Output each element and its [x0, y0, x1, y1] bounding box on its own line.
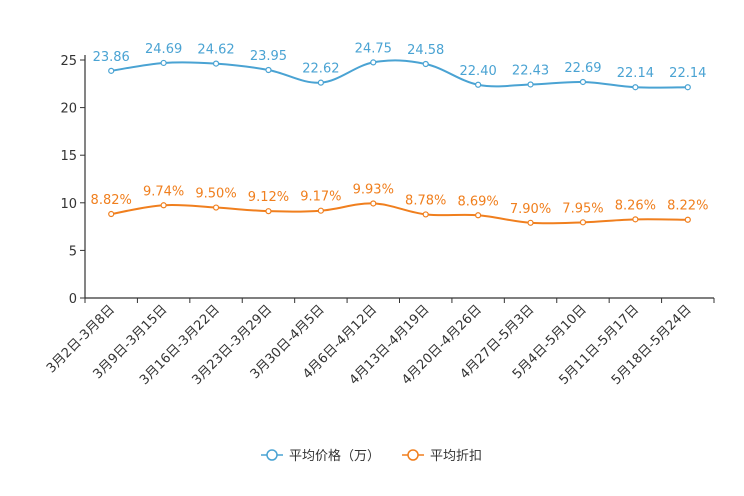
data-point[interactable]: [370, 59, 377, 66]
data-point[interactable]: [579, 219, 587, 226]
data-label: 24.75: [355, 41, 392, 56]
data-point[interactable]: [684, 216, 691, 223]
data-label: 8.22%: [667, 199, 708, 214]
data-label: 22.40: [460, 64, 497, 79]
data-label: 24.69: [145, 42, 182, 57]
series-layer: 23.86 24.69 24.62 23.95 22.62 24.75 24.58 22.40…: [91, 41, 708, 226]
data-label: 9.93%: [353, 182, 394, 197]
x-axis: 3月2日-3月8日3月9日-3月15日3月16日-3月22日3月23日-3月29…: [44, 297, 715, 388]
y-tick-label: 15: [60, 149, 77, 164]
data-point[interactable]: [632, 216, 639, 223]
data-label: 22.69: [564, 61, 601, 76]
data-point[interactable]: [527, 219, 534, 226]
legend-swatch-marker: [407, 449, 419, 461]
data-label: 8.82%: [91, 193, 132, 208]
data-label: 9.17%: [300, 190, 341, 205]
data-point[interactable]: [422, 60, 429, 68]
data-label: 23.95: [250, 49, 287, 64]
series-1: 23.86 24.69 24.62 23.95 22.62 24.75 24.58 22.40…: [93, 41, 706, 91]
data-label: 22.43: [512, 63, 549, 78]
data-point[interactable]: [579, 78, 587, 86]
data-point[interactable]: [370, 200, 377, 207]
data-point[interactable]: [265, 208, 272, 215]
y-tick-label: 25: [60, 54, 77, 69]
data-label: 8.69%: [457, 194, 498, 209]
data-point[interactable]: [684, 84, 691, 91]
legend: 平均价格（万） 平均折扣: [261, 448, 482, 464]
data-label: 9.74%: [143, 184, 184, 199]
legend-item-2[interactable]: 平均折扣: [402, 449, 482, 464]
legend-label: 平均价格（万）: [289, 448, 380, 464]
data-label: 22.62: [302, 62, 339, 77]
data-point[interactable]: [108, 210, 115, 218]
legend-label: 平均折扣: [430, 449, 482, 464]
legend-swatch-marker: [266, 449, 278, 461]
legend-item-1[interactable]: 平均价格（万）: [261, 448, 380, 464]
data-label: 9.50%: [195, 187, 236, 202]
y-tick-label: 0: [69, 292, 77, 307]
data-label: 24.62: [197, 43, 234, 58]
data-point[interactable]: [317, 79, 324, 86]
data-label: 7.95%: [562, 201, 603, 216]
data-point[interactable]: [212, 204, 220, 211]
series-line: [111, 59, 688, 89]
y-tick-label: 20: [60, 102, 77, 117]
data-point[interactable]: [317, 207, 324, 214]
data-label: 7.90%: [510, 202, 551, 217]
data-label: 22.14: [617, 66, 654, 81]
y-tick-label: 10: [60, 197, 77, 212]
y-tick-label: 5: [69, 244, 77, 259]
data-point[interactable]: [527, 81, 534, 88]
data-label: 9.12%: [248, 190, 289, 205]
data-point[interactable]: [160, 59, 167, 67]
data-label: 8.78%: [405, 193, 446, 208]
data-label: 22.14: [669, 66, 706, 81]
data-point[interactable]: [475, 81, 482, 88]
data-point[interactable]: [265, 66, 272, 74]
data-point[interactable]: [475, 212, 482, 219]
series-line: [111, 202, 688, 225]
data-label: 8.26%: [615, 198, 656, 213]
series-2: 8.82% 9.74% 9.50% 9.12% 9.17% 9.93% 8.78% 8.69%…: [91, 182, 708, 226]
data-point[interactable]: [212, 60, 220, 67]
y-axis: 0 5 10 15 20 25: [60, 54, 86, 307]
data-label: 23.86: [93, 50, 130, 65]
data-point[interactable]: [108, 67, 115, 74]
data-point[interactable]: [160, 202, 167, 209]
data-point[interactable]: [422, 211, 429, 218]
data-point[interactable]: [632, 84, 639, 91]
data-label: 24.58: [407, 43, 444, 58]
